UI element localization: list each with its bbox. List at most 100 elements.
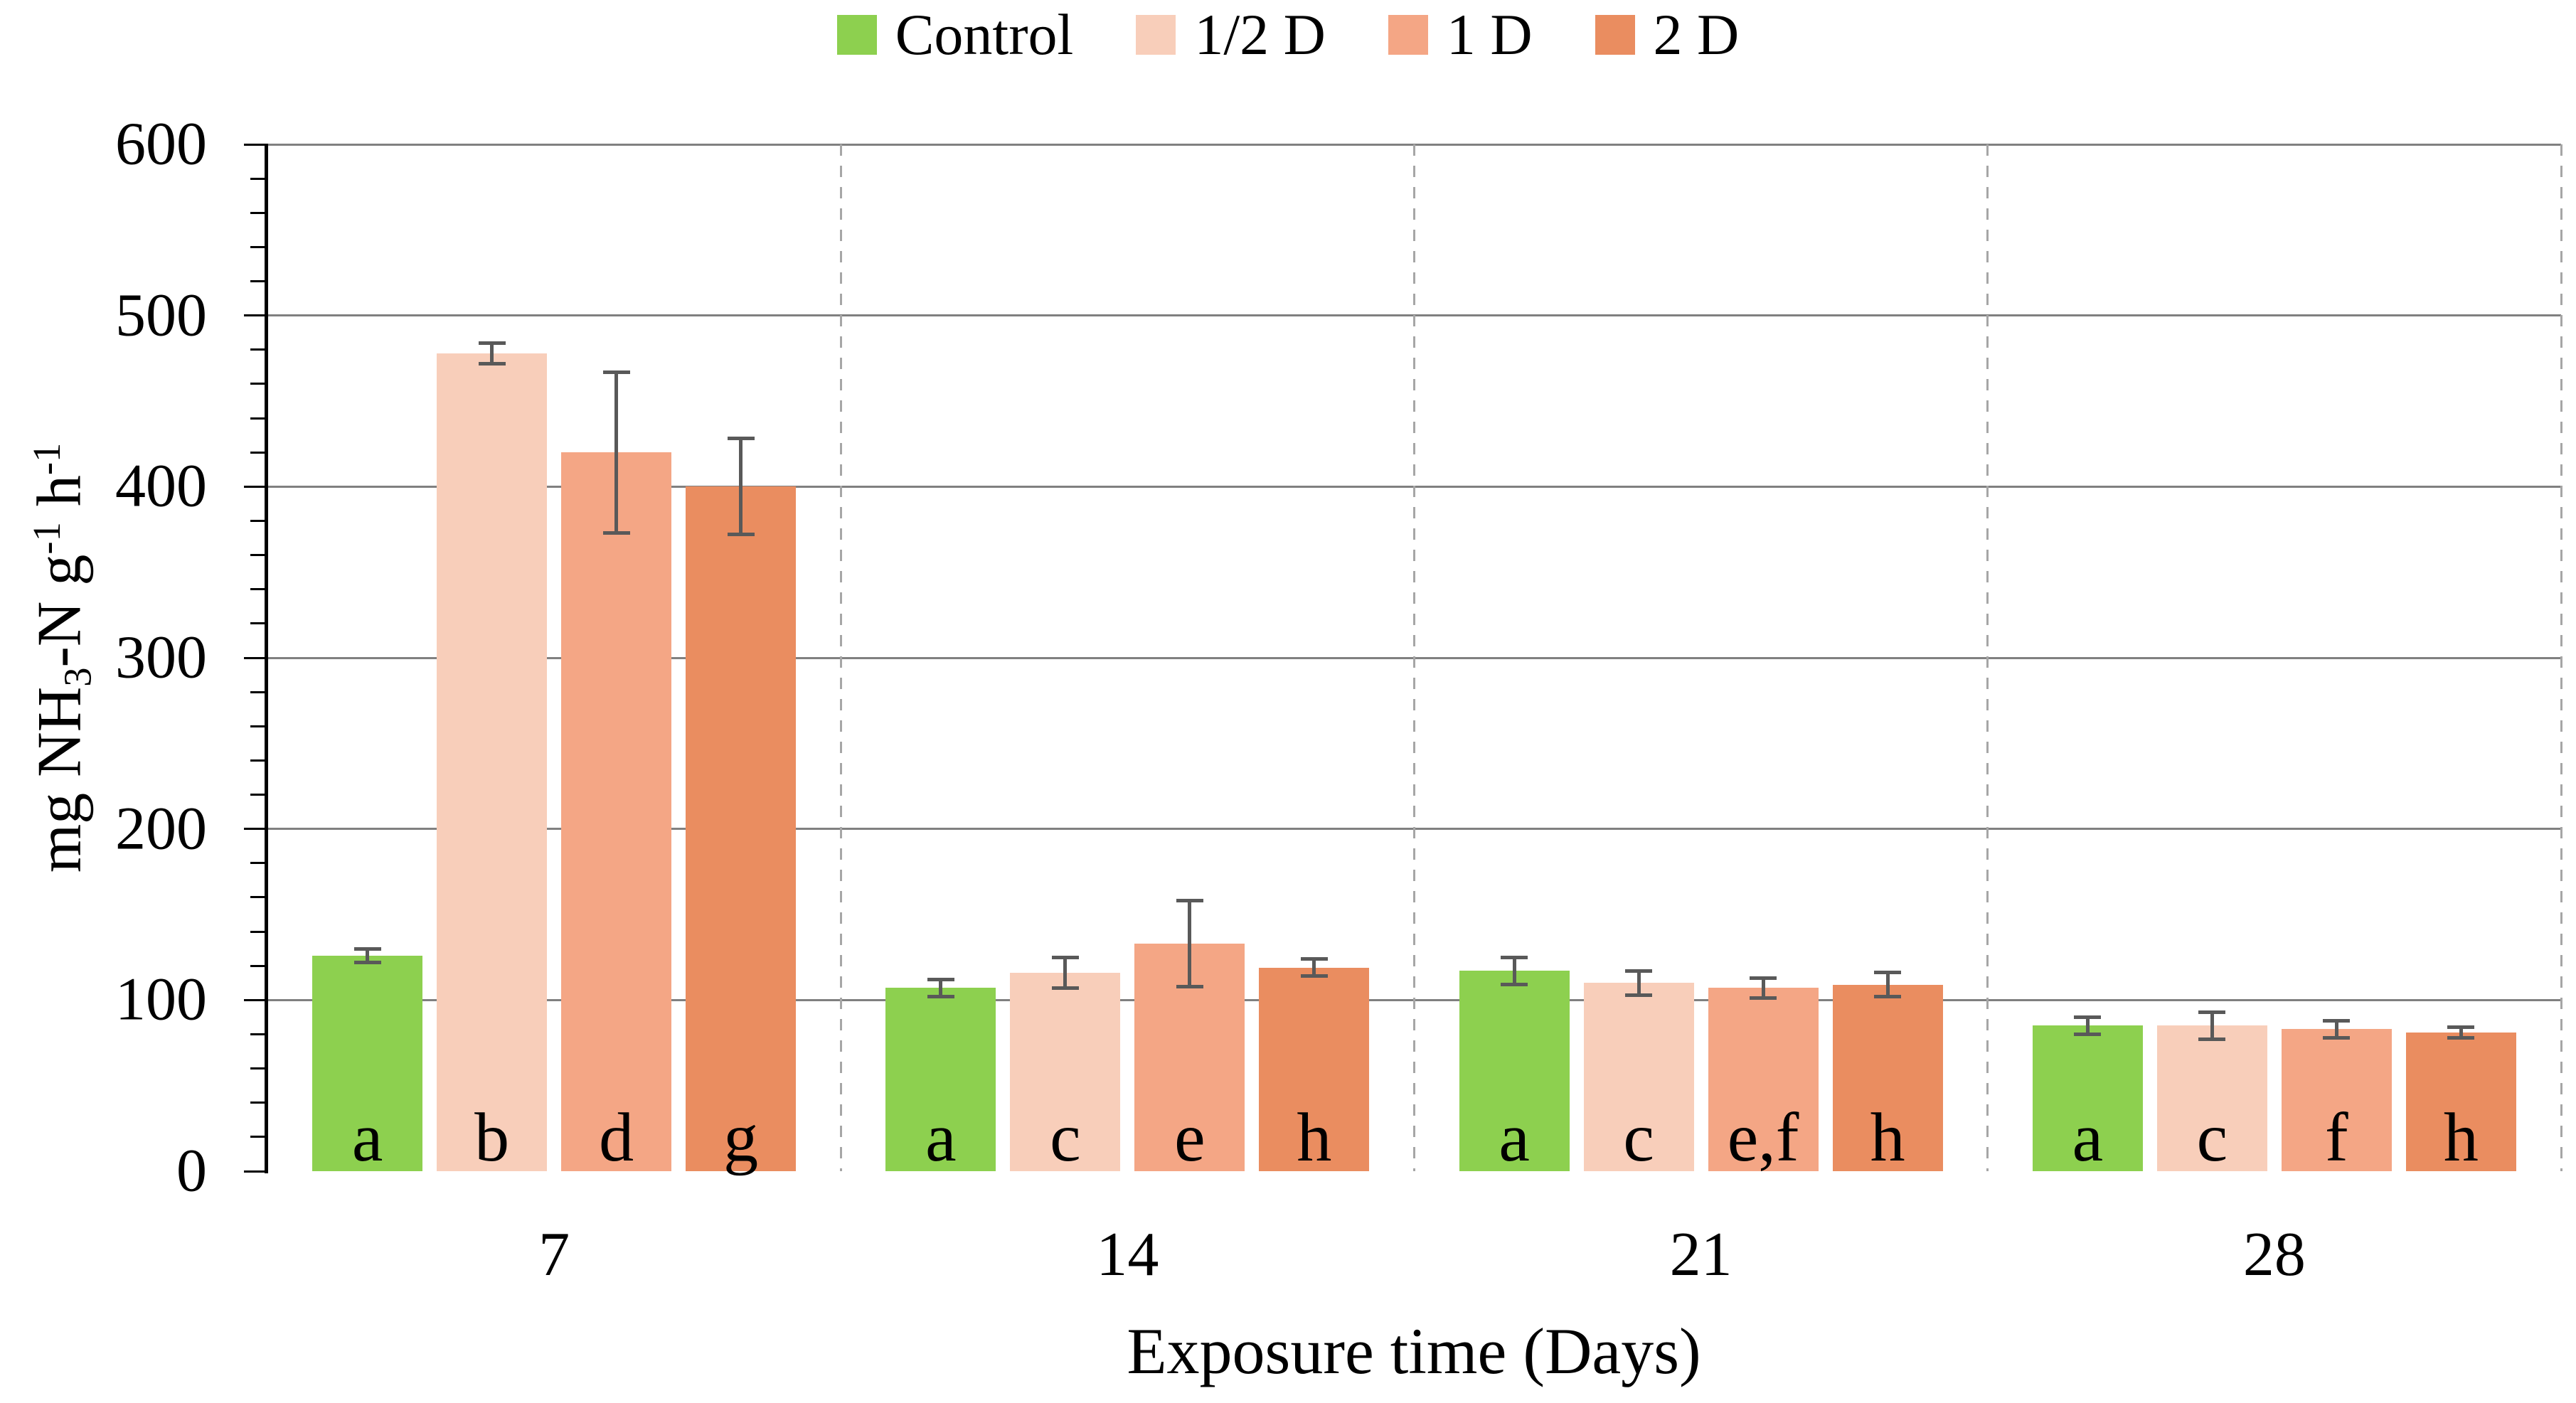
y-minor-tick-580 (250, 177, 267, 180)
error-bar-cap-top-control-14 (927, 977, 954, 981)
error-bar-cap-bottom-control-7 (353, 960, 381, 964)
y-tick-label-600: 600 (115, 109, 207, 178)
error-bar-cap-bottom-2-d-21 (1874, 995, 1902, 999)
y-tick-label-100: 100 (115, 964, 207, 1033)
bar-1-2-d-28 (2156, 1025, 2267, 1171)
y-minor-tick-60 (250, 1067, 267, 1070)
error-bar-cap-top-1-d-21 (1750, 976, 1777, 980)
legend-label-control: Control (895, 2, 1074, 67)
error-bar-cap-bottom-1-2-d-14 (1051, 986, 1079, 990)
error-bar-cap-bottom-1-d-14 (1176, 984, 1203, 988)
error-bar-cap-top-control-21 (1501, 955, 1528, 959)
y-axis-title-part-1-sub: 3 (55, 667, 100, 687)
y-tick-label-300: 300 (115, 622, 207, 691)
bar-control-14 (885, 988, 996, 1171)
error-bar-2-d-21 (1885, 972, 1890, 997)
error-bar-control-28 (2085, 1017, 2090, 1035)
error-bar-2-d-28 (2459, 1027, 2463, 1038)
y-axis-title-part-0: mg NH (25, 686, 95, 873)
error-bar-1-d-14 (1188, 900, 1192, 987)
y-minor-tick-440 (250, 417, 267, 420)
category-label-28: 28 (2242, 1220, 2306, 1289)
error-bar-cap-top-1-2-d-28 (2198, 1010, 2226, 1014)
error-bar-1-d-28 (2334, 1020, 2338, 1038)
error-bar-cap-top-1-d-28 (2323, 1018, 2351, 1023)
error-bar-cap-bottom-2-d-28 (2447, 1035, 2475, 1040)
y-tick-label-500: 500 (115, 279, 207, 348)
y-minor-tick-180 (250, 862, 267, 865)
y-axis-title: mg NH3-N g-1 h-1 (24, 443, 100, 873)
x-axis-title: Exposure time (Days) (1127, 1315, 1701, 1387)
error-bar-cap-top-1-d-7 (602, 370, 630, 374)
y-minor-tick-320 (250, 622, 267, 625)
significance-letter-1-d-7: d (599, 1099, 634, 1176)
error-bar-cap-bottom-control-14 (927, 995, 954, 999)
y-minor-tick-80 (250, 1033, 267, 1035)
y-major-tick-300 (244, 656, 267, 659)
y-minor-tick-40 (250, 1101, 267, 1104)
bar-control-7 (312, 955, 423, 1171)
y-minor-tick-460 (250, 383, 267, 385)
bar-1-2-d-21 (1583, 983, 1694, 1171)
legend-swatch-2-d (1595, 15, 1635, 55)
error-bar-cap-top-control-28 (2074, 1015, 2102, 1019)
y-minor-tick-340 (250, 588, 267, 591)
significance-letter-1-2-d-21: c (1623, 1099, 1654, 1176)
bar-2-d-7 (686, 486, 797, 1171)
y-minor-tick-420 (250, 451, 267, 454)
error-bar-cap-top-2-d-28 (2447, 1025, 2475, 1030)
y-major-tick-0 (244, 1170, 267, 1173)
significance-letter-control-21: a (1499, 1099, 1530, 1176)
error-bar-cap-bottom-1-2-d-28 (2198, 1037, 2226, 1042)
y-major-tick-100 (244, 998, 267, 1001)
significance-letter-control-7: a (351, 1099, 383, 1176)
group-separator-1 (839, 144, 842, 1171)
group-separator-2 (1413, 144, 1415, 1171)
error-bar-cap-bottom-2-d-14 (1300, 974, 1328, 978)
y-minor-tick-220 (250, 794, 267, 796)
significance-letter-2-d-7: g (723, 1099, 759, 1176)
significance-letter-2-d-28: h (2443, 1099, 2479, 1176)
error-bar-1-2-d-21 (1636, 971, 1641, 996)
error-bar-cap-top-1-2-d-21 (1625, 969, 1653, 973)
y-minor-tick-540 (250, 245, 267, 248)
error-bar-1-2-d-28 (2210, 1012, 2214, 1040)
bar-1-d-28 (2281, 1029, 2392, 1171)
significance-letter-1-2-d-7: b (474, 1099, 510, 1176)
error-bar-2-d-14 (1312, 959, 1316, 976)
legend-item-1-d: 1 D (1388, 6, 1533, 64)
y-axis-title-part-3-sup: -1 (24, 522, 68, 555)
legend-swatch-1-d (1388, 15, 1428, 55)
error-bar-cap-top-1-2-d-7 (478, 341, 506, 345)
y-minor-tick-560 (250, 211, 267, 214)
y-minor-tick-520 (250, 280, 267, 283)
legend-item-1-2-d: 1/2 D (1136, 6, 1326, 64)
y-major-tick-200 (244, 828, 267, 831)
y-axis-title-part-4: h (25, 475, 95, 523)
y-minor-tick-120 (250, 964, 267, 967)
error-bar-cap-bottom-1-d-28 (2323, 1035, 2351, 1040)
group-separator-3 (1986, 144, 1989, 1171)
y-minor-tick-280 (250, 690, 267, 693)
error-bar-1-2-d-14 (1063, 957, 1068, 988)
error-bar-cap-top-2-d-7 (727, 437, 755, 441)
y-minor-tick-380 (250, 519, 267, 522)
y-major-tick-400 (244, 485, 267, 488)
y-major-tick-600 (244, 143, 267, 146)
y-minor-tick-240 (250, 759, 267, 762)
error-bar-cap-bottom-control-21 (1501, 983, 1528, 987)
y-minor-tick-160 (250, 896, 267, 899)
y-major-tick-500 (244, 314, 267, 317)
significance-letter-1-d-14: e (1174, 1099, 1205, 1176)
y-minor-tick-140 (250, 930, 267, 933)
significance-letter-control-14: a (925, 1099, 957, 1176)
bar-control-28 (2032, 1025, 2143, 1171)
error-bar-cap-bottom-1-d-7 (602, 530, 630, 535)
y-tick-label-400: 400 (115, 451, 207, 520)
error-bar-control-14 (939, 979, 943, 997)
error-bar-cap-top-1-d-14 (1176, 899, 1203, 903)
error-bar-cap-bottom-control-28 (2074, 1032, 2102, 1036)
error-bar-control-21 (1512, 957, 1516, 985)
significance-letter-1-2-d-14: c (1050, 1099, 1081, 1176)
